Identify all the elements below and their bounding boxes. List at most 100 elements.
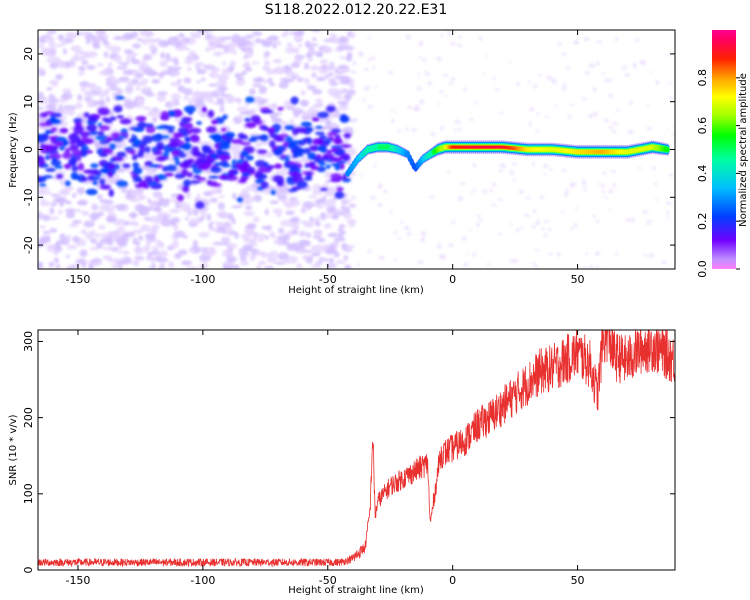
noise-blob bbox=[498, 169, 503, 173]
noise-blob bbox=[509, 259, 514, 263]
noise-blob bbox=[140, 224, 150, 232]
band-blob bbox=[81, 134, 88, 142]
noise-blob bbox=[367, 57, 371, 62]
noise-blob bbox=[185, 266, 198, 269]
band-blob bbox=[173, 132, 184, 138]
noise-blob bbox=[95, 85, 102, 93]
noise-blob bbox=[72, 220, 82, 224]
noise-blob bbox=[240, 233, 251, 240]
noise-blob bbox=[526, 196, 531, 200]
noise-blob bbox=[509, 60, 512, 64]
noise-blob bbox=[555, 104, 558, 109]
band-blob bbox=[220, 127, 227, 132]
band-blob bbox=[254, 159, 267, 168]
noise-blob bbox=[571, 103, 575, 107]
noise-blob bbox=[324, 258, 329, 262]
band-blob bbox=[240, 175, 249, 181]
band-blob bbox=[102, 148, 113, 155]
noise-blob bbox=[360, 173, 363, 178]
noise-blob bbox=[195, 66, 201, 70]
noise-blob bbox=[184, 56, 196, 62]
noise-blob bbox=[256, 264, 262, 269]
noise-blob bbox=[239, 39, 251, 46]
noise-blob bbox=[60, 188, 70, 196]
noise-blob bbox=[243, 210, 255, 217]
noise-blob bbox=[447, 32, 451, 37]
band-blob bbox=[261, 110, 274, 114]
noise-blob bbox=[391, 118, 395, 124]
noise-blob bbox=[57, 34, 65, 42]
noise-blob bbox=[310, 30, 322, 33]
band-blob bbox=[119, 118, 132, 125]
noise-blob bbox=[70, 62, 76, 68]
noise-blob bbox=[293, 35, 303, 43]
noise-blob bbox=[367, 249, 372, 254]
noise-blob bbox=[478, 218, 483, 222]
band-blob bbox=[89, 130, 99, 135]
noise-blob bbox=[637, 166, 642, 170]
noise-blob bbox=[248, 108, 258, 113]
noise-blob bbox=[70, 45, 82, 52]
noise-blob bbox=[171, 240, 179, 249]
noise-blob bbox=[668, 82, 672, 85]
colorbar-tick-label: 0.6 bbox=[696, 117, 709, 135]
band-blob bbox=[280, 154, 286, 158]
noise-blob bbox=[253, 194, 262, 202]
noise-blob bbox=[333, 251, 340, 258]
noise-blob bbox=[65, 211, 76, 219]
noise-blob bbox=[115, 204, 127, 210]
noise-blob bbox=[55, 264, 61, 269]
band-blob bbox=[190, 163, 198, 169]
noise-blob bbox=[105, 96, 111, 103]
noise-blob bbox=[608, 126, 614, 130]
band-blob bbox=[339, 115, 350, 123]
band-blob bbox=[244, 117, 251, 122]
noise-blob bbox=[213, 51, 223, 57]
band-blob bbox=[306, 127, 314, 133]
noise-blob bbox=[543, 163, 549, 169]
noise-blob bbox=[595, 61, 600, 66]
noise-blob bbox=[145, 247, 150, 254]
noise-blob bbox=[643, 253, 648, 257]
band-blob bbox=[154, 125, 166, 130]
noise-blob bbox=[137, 235, 144, 241]
noise-blob bbox=[621, 65, 628, 70]
band-blob bbox=[336, 187, 344, 192]
noise-blob bbox=[160, 51, 166, 59]
noise-blob bbox=[132, 43, 141, 49]
noise-blob bbox=[343, 206, 351, 214]
band-blob bbox=[72, 149, 82, 157]
noise-blob bbox=[372, 66, 376, 70]
band-blob bbox=[71, 139, 82, 144]
noise-blob bbox=[68, 108, 76, 116]
band-blob bbox=[218, 143, 230, 150]
noise-blob bbox=[148, 43, 157, 50]
noise-blob bbox=[257, 233, 268, 239]
noise-blob bbox=[222, 61, 227, 66]
noise-blob bbox=[38, 186, 50, 191]
band-blob bbox=[132, 177, 143, 183]
noise-blob bbox=[46, 102, 57, 109]
noise-blob bbox=[338, 223, 346, 229]
band-blob bbox=[49, 116, 57, 124]
band-blob bbox=[255, 135, 266, 140]
band-blob bbox=[144, 146, 151, 153]
noise-blob bbox=[283, 64, 291, 71]
noise-blob bbox=[548, 168, 553, 171]
noise-blob bbox=[273, 239, 283, 245]
noise-blob bbox=[374, 85, 378, 90]
noise-blob bbox=[497, 233, 503, 236]
noise-blob bbox=[615, 37, 619, 43]
noise-blob bbox=[102, 255, 111, 260]
band-blob bbox=[126, 149, 133, 154]
noise-blob bbox=[534, 222, 541, 225]
band-blob bbox=[274, 163, 283, 169]
noise-blob bbox=[466, 252, 470, 255]
band-blob bbox=[224, 131, 236, 139]
band-blob bbox=[155, 156, 166, 162]
noise-blob bbox=[77, 199, 89, 206]
noise-blob bbox=[51, 79, 59, 87]
band-blob bbox=[321, 156, 329, 161]
noise-blob bbox=[338, 105, 349, 111]
noise-blob bbox=[238, 115, 244, 120]
